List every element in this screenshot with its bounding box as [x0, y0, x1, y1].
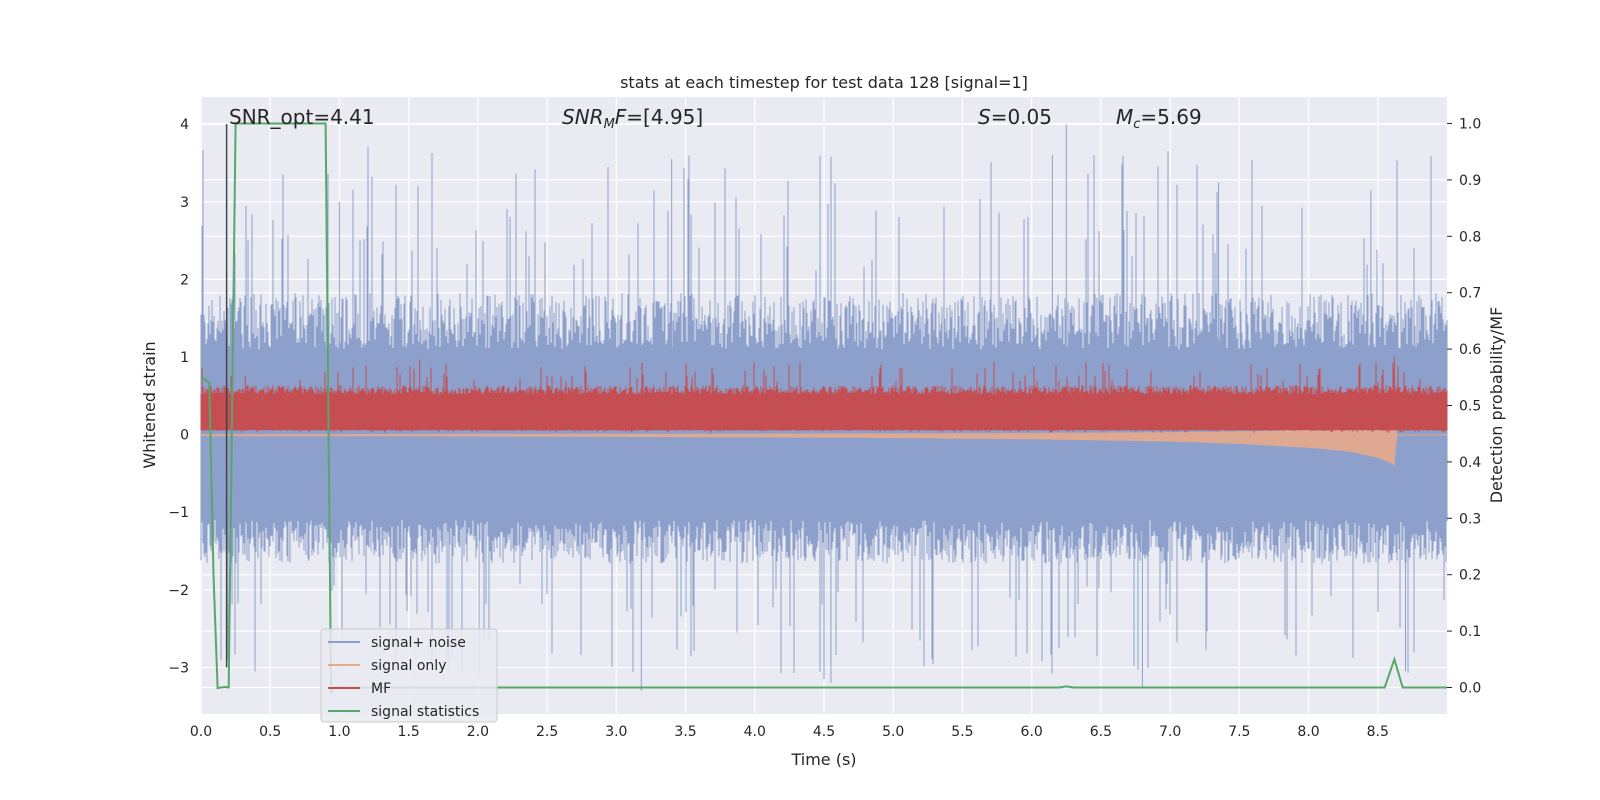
y-right-tick-label-0: 1.0	[1459, 117, 1481, 133]
x-tick-label-14: 7.0	[1159, 724, 1181, 740]
y-right-tick-label-4: 0.6	[1459, 342, 1481, 358]
x-tick-label-15: 7.5	[1228, 724, 1250, 740]
x-tick-label-17: 8.5	[1367, 724, 1389, 740]
y-tick-label-6: −2	[168, 583, 189, 599]
y-right-tick-label-3: 0.7	[1459, 286, 1481, 302]
y-tick-label-1: 3	[180, 195, 189, 211]
x-tick-label-2: 1.0	[328, 724, 350, 740]
legend: signal+ noise signal only MF signal stat…	[320, 628, 498, 723]
legend-label-signal-only: signal only	[371, 658, 446, 674]
y-right-tick-label-6: 0.4	[1459, 455, 1481, 471]
x-tick-label-12: 6.0	[1021, 724, 1043, 740]
annotation-mc: Mc=5.69	[1116, 105, 1202, 132]
x-tick-label-5: 2.5	[536, 724, 558, 740]
y-right-tick-label-10: 0.0	[1459, 680, 1481, 696]
y-right-tick-label-2: 0.8	[1459, 229, 1481, 245]
y-axis-ticks: 4 3 2 1 0 −1 −2 −3	[168, 117, 189, 676]
x-axis-ticks: 0.0 0.5 1.0 1.5 2.0 2.5 3.0 3.5 4.0 4.5 5.0 5.5 6.0 6…	[190, 724, 1389, 740]
y-tick-label-3: 1	[180, 350, 189, 366]
y-tick-label-5: −1	[168, 505, 189, 521]
y-tick-label-4: 0	[180, 428, 189, 444]
x-tick-label-8: 4.0	[744, 724, 766, 740]
y-right-tick-label-5: 0.5	[1459, 399, 1481, 415]
y-right-tick-label-8: 0.2	[1459, 568, 1481, 584]
x-tick-label-4: 2.0	[467, 724, 489, 740]
x-tick-label-3: 1.5	[398, 724, 420, 740]
x-tick-label-13: 6.5	[1090, 724, 1112, 740]
legend-box	[320, 628, 498, 723]
annotation-s: S=0.05	[978, 105, 1052, 129]
legend-label-signal-plus-noise: signal+ noise	[371, 635, 466, 651]
annotation-snr-opt: SNR_opt=4.41	[229, 105, 375, 129]
x-tick-label-10: 5.0	[882, 724, 904, 740]
x-tick-label-0: 0.0	[190, 724, 212, 740]
y-axis-label: Whitened strain	[140, 341, 159, 468]
y-tick-label-2: 2	[180, 272, 189, 288]
annotation-snr-mf: SNRMF=[4.95]	[562, 105, 703, 132]
y-right-tick-label-7: 0.3	[1459, 511, 1481, 527]
x-tick-label-9: 4.5	[813, 724, 835, 740]
annotation-mc-value: =5.69	[1140, 105, 1201, 129]
series-signal-only	[201, 423, 1447, 466]
x-tick-label-7: 3.5	[674, 724, 696, 740]
x-tick-label-16: 8.0	[1297, 724, 1319, 740]
series-mf	[200, 357, 1448, 433]
x-axis-label: Time (s)	[790, 750, 856, 769]
x-tick-label-6: 3.0	[605, 724, 627, 740]
y-right-axis-label: Detection probability/MF	[1487, 307, 1506, 504]
y-right-tick-label-9: 0.1	[1459, 624, 1481, 640]
annotation-snr-mf-value: =[4.95]	[626, 105, 703, 129]
y-tick-label-7: −3	[168, 660, 189, 676]
x-tick-label-11: 5.5	[951, 724, 973, 740]
y-right-axis-ticks: 1.0 0.9 0.8 0.7 0.6 0.5 0.4 0.3 0.2 0.1 0.0	[1447, 117, 1481, 696]
legend-label-mf: MF	[371, 681, 391, 697]
y-right-tick-label-1: 0.9	[1459, 173, 1481, 189]
chart-title: stats at each timestep for test data 128…	[620, 73, 1028, 92]
x-tick-label-1: 0.5	[259, 724, 281, 740]
legend-label-signal-statistics: signal statistics	[371, 704, 479, 720]
annotation-s-value: =0.05	[991, 105, 1052, 129]
y-tick-label-0: 4	[180, 117, 189, 133]
